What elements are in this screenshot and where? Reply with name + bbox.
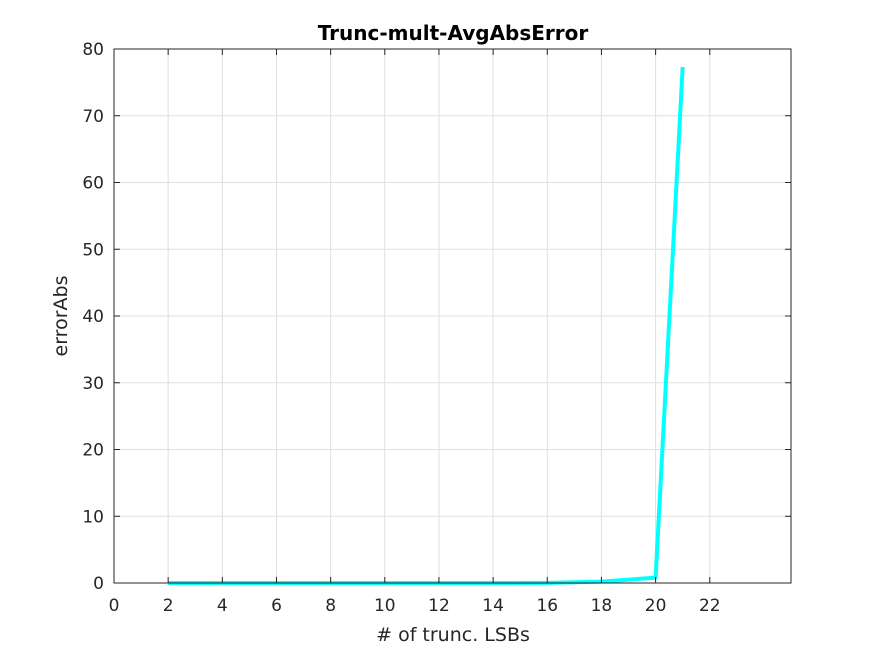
y-tick-label: 80 [82, 40, 104, 60]
x-tick-label: 20 [645, 596, 667, 616]
x-tick-label: 0 [109, 596, 120, 616]
x-tick-label: 22 [699, 596, 721, 616]
x-tick-label: 8 [325, 596, 336, 616]
x-tick-label: 16 [536, 596, 558, 616]
x-tick-label: 4 [217, 596, 228, 616]
y-tick-label: 30 [82, 374, 104, 394]
x-tick-label: 10 [374, 596, 396, 616]
y-tick-label: 0 [93, 574, 104, 594]
y-axis-label: errorAbs [50, 276, 72, 357]
x-tick-label: 12 [428, 596, 450, 616]
y-tick-label: 10 [82, 507, 104, 527]
y-tick-label: 50 [82, 240, 104, 260]
y-tick-label: 20 [82, 441, 104, 461]
x-tick-label: 2 [163, 596, 174, 616]
y-tick-label: 40 [82, 307, 104, 327]
grid [113, 48, 791, 584]
x-axis-label: # of trunc. LSBs [376, 624, 530, 646]
chart-title: Trunc-mult-AvgAbsError [318, 21, 589, 45]
y-tick-label: 60 [82, 174, 104, 194]
x-tick-label: 14 [482, 596, 504, 616]
x-tick-label: 6 [271, 596, 282, 616]
ticks: 0 2 4 6 8 10 12 14 16 18 20 22 0 10 20 30 40 50 60 70 80 [82, 40, 791, 616]
y-tick-label: 70 [82, 107, 104, 127]
x-tick-label: 18 [591, 596, 613, 616]
